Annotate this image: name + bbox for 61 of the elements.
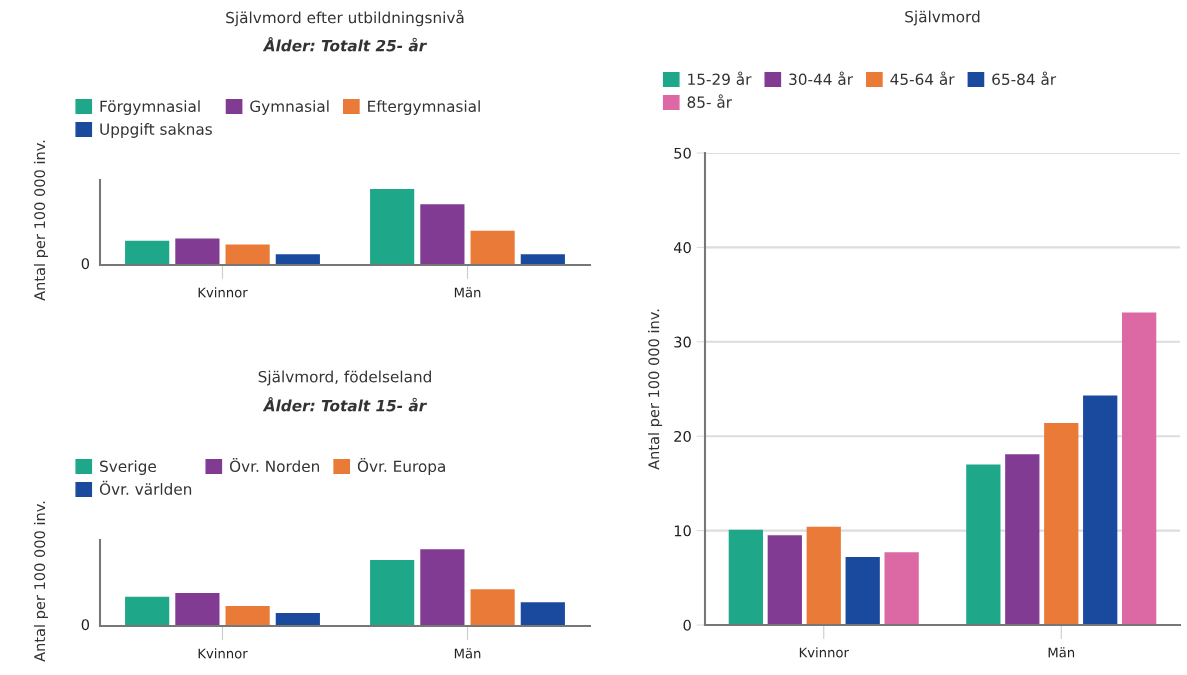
bar <box>275 612 320 626</box>
bar <box>1083 395 1118 625</box>
legend-label: 30-44 år <box>789 71 853 86</box>
chart-subtitle: Ålder: Totalt 25- år <box>262 37 428 52</box>
y-tick-label: 20 <box>674 430 691 442</box>
bar <box>125 240 170 265</box>
bar <box>420 204 465 265</box>
bar <box>470 589 515 626</box>
legend-label: Övr. Norden <box>229 457 320 473</box>
bar <box>1005 454 1040 625</box>
bar <box>884 552 919 625</box>
legend-label: Gymnasial <box>250 100 329 115</box>
chart-title: Självmord <box>905 10 980 26</box>
legend-label: Övr. Europa <box>357 457 445 475</box>
x-tick-label: Män <box>1048 647 1075 658</box>
legend-label: 15-29 år <box>688 71 752 86</box>
bar <box>175 238 220 265</box>
bar <box>470 230 515 265</box>
bar <box>420 549 465 626</box>
y-tick-label: 0 <box>683 619 691 631</box>
legend-label: Uppgift saknas <box>100 123 212 138</box>
y-tick-label: 40 <box>673 242 691 254</box>
text: 0 <box>81 619 90 631</box>
bar <box>520 254 565 265</box>
bar <box>806 526 841 625</box>
x-tick-label: Kvinnor <box>799 647 849 658</box>
y-tick-label: 30 <box>674 336 691 348</box>
legend-label: Eftergymnasial <box>368 100 480 115</box>
bar <box>728 529 763 625</box>
bar <box>125 596 170 626</box>
bar <box>370 559 415 626</box>
bar <box>966 464 1001 625</box>
x-tick-label: Kvinnor <box>198 648 248 659</box>
bar <box>767 535 802 625</box>
x-tick-label: Män <box>454 287 481 298</box>
legend-label: Sverige <box>100 460 156 475</box>
chart-title: Självmord, födelseland <box>258 370 431 386</box>
chart-subtitle: Ålder: Totalt 15- år <box>262 397 428 412</box>
bar <box>175 592 220 626</box>
legend-label: 85- år <box>687 94 732 108</box>
y-tick-label: 50 <box>674 147 691 159</box>
legend-label: 45-64 år <box>890 71 955 86</box>
y-axis-title: Antal per 100 000 inv. <box>648 309 663 470</box>
x-tick-label: Kvinnor <box>198 287 248 298</box>
chart-title: Självmord efter utbildningsnivå <box>226 9 464 27</box>
bar <box>1122 312 1157 625</box>
legend-label: 65-84 år <box>992 71 1057 86</box>
bar <box>1044 422 1079 625</box>
bar <box>225 606 270 626</box>
y-axis-title: Antal per 100 000 inv. <box>33 140 48 301</box>
x-tick-label: Män <box>454 648 481 659</box>
y-tick-label: 10 <box>674 525 691 537</box>
y-axis-title: Antal per 100 000 inv. <box>33 501 48 662</box>
text: 0 <box>81 258 90 270</box>
bar <box>520 602 565 626</box>
bar <box>225 244 270 265</box>
legend-label: Övr. världen <box>99 480 192 495</box>
bar <box>845 557 880 625</box>
legend-label: Förgymnasial <box>100 100 200 115</box>
bar <box>370 189 415 265</box>
bar <box>275 254 320 265</box>
